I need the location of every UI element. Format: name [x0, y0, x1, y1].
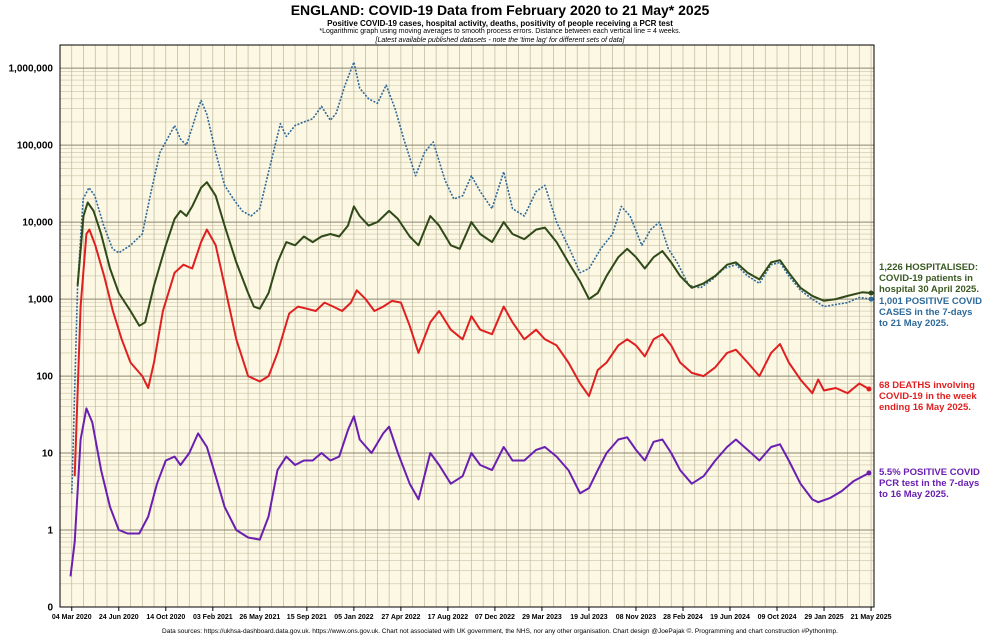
x-tick-label: 09 Oct 2024 [758, 614, 797, 621]
y-tick-label: 100,000 [17, 141, 54, 152]
x-tick-label: 07 Dec 2022 [475, 614, 515, 621]
x-tick-label: 03 Feb 2021 [193, 614, 233, 621]
annotation-line: 1,001 POSITIVE COVID [879, 296, 982, 307]
series-endpoint-deaths [866, 386, 872, 392]
x-tick-label: 26 May 2021 [239, 614, 280, 621]
x-tick-label: 28 Feb 2024 [663, 614, 703, 621]
annotation-line: hospital 30 April 2025. [879, 284, 979, 295]
series-endpoint-hospital [868, 290, 874, 296]
x-tick-label: 29 Mar 2023 [522, 614, 562, 621]
x-tick-label: 19 Jun 2024 [710, 614, 750, 621]
x-tick-label: 21 May 2025 [851, 614, 892, 621]
series-endpoint-cases [868, 296, 874, 302]
x-tick-label: 19 Jul 2023 [570, 614, 607, 621]
annotation-line: to 21 May 2025. [879, 318, 949, 329]
series-endpoint-positivity [866, 470, 872, 476]
annotation-line: to 16 May 2025. [879, 489, 949, 500]
chart-title: ENGLAND: COVID-19 Data from February 202… [290, 2, 710, 18]
y-tick-label: 1,000,000 [9, 64, 54, 75]
y-tick-label: 10,000 [22, 218, 53, 229]
x-tick-label: 04 Mar 2020 [52, 614, 92, 621]
data-sources-footer: Data sources: https://ukhsa-dashboard.da… [162, 628, 838, 635]
annotation-line: 5.5% POSITIVE COVID [879, 467, 980, 478]
annotation-line: CASES in the 7-days [879, 307, 973, 318]
y-tick-label: 1,000 [28, 295, 53, 306]
annotation-hospitalised: 1,226 HOSPITALISED: COVID-19 patients in… [879, 262, 979, 295]
annotation-cases: 1,001 POSITIVE COVID CASES in the 7-days… [879, 296, 982, 329]
annotation-deaths: 68 DEATHS involving COVID-19 in the week… [879, 380, 977, 413]
series-line-cases [71, 61, 872, 494]
annotation-line: 1,226 HOSPITALISED: [879, 262, 979, 273]
chart-note-lag: [Latest available published datasets - n… [375, 37, 625, 44]
x-tick-label: 15 Sep 2021 [287, 614, 327, 621]
x-tick-label: 17 Aug 2022 [428, 614, 469, 621]
y-tick-label: 100 [36, 372, 53, 383]
x-tick-label: 27 Apr 2022 [381, 614, 420, 621]
annotation-line: COVID-19 in the week [879, 391, 977, 402]
x-tick-label: 08 Nov 2023 [616, 614, 657, 621]
annotation-line: COVID-19 patients in [879, 273, 973, 284]
series-line-positivity [69, 407, 870, 577]
x-tick-label: 24 Jun 2020 [99, 614, 139, 621]
chart-subtitle: Positive COVID-19 cases, hospital activi… [327, 19, 673, 28]
annotation-line: ending 16 May 2025. [879, 402, 971, 413]
y-tick-label: 0 [47, 603, 53, 614]
x-tick-label: 29 Jan 2025 [804, 614, 843, 621]
series-line-hospital [76, 181, 872, 327]
x-tick-label: 14 Oct 2020 [146, 614, 185, 621]
chart-note: *Logarithmic graph using moving averages… [319, 28, 681, 35]
annotation-positivity: 5.5% POSITIVE COVID PCR test in the 7-da… [879, 467, 980, 500]
x-tick-label: 05 Jan 2022 [334, 614, 373, 621]
annotation-line: 68 DEATHS involving [879, 380, 975, 391]
y-tick-label: 1 [47, 526, 53, 537]
series-line-deaths [73, 228, 870, 477]
annotation-line: PCR test in the 7-days [879, 478, 980, 489]
y-tick-label: 10 [42, 449, 54, 460]
plot-border [59, 44, 875, 608]
